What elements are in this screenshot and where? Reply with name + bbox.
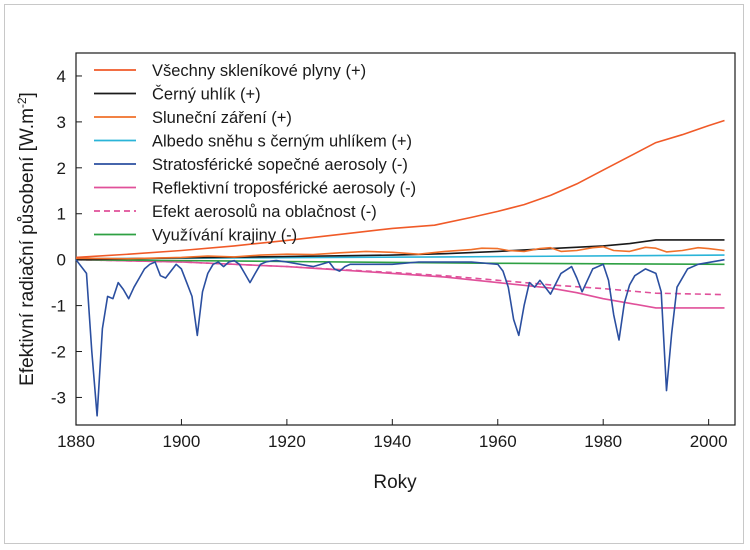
x-tick-label: 1920	[268, 432, 306, 451]
x-tick-label: 2000	[690, 432, 728, 451]
y-tick-label: -2	[51, 343, 66, 362]
legend-label: Reflektivní troposférické aerosoly (-)	[152, 180, 416, 198]
series-line-cerny-uhlik	[75, 239, 725, 261]
y-axis-title-main: Efektivní radiační působení [W.m	[17, 108, 38, 386]
legend-label: Všechny skleníkové plyny (+)	[152, 62, 366, 80]
x-axis-title: Roky	[373, 472, 417, 493]
y-axis-title-sup: -2	[15, 97, 29, 108]
legend-label: Využívání krajiny (-)	[152, 227, 297, 245]
y-tick-label: -3	[51, 388, 66, 407]
y-tick-label: 3	[57, 113, 66, 132]
series-line-slunecni-zareni	[75, 246, 725, 260]
series-lines	[75, 119, 725, 417]
y-tick-label: 1	[57, 205, 66, 224]
x-tick-label: 1960	[479, 432, 517, 451]
y-axis-title: Efektivní radiační působení [W.m-2]	[15, 92, 38, 386]
axis-ticks: 1880 1900 1920 1940 1960 1980 2000 4 3 2 1 0 -1 -2 -3	[51, 67, 728, 451]
x-tick-label: 1940	[373, 432, 411, 451]
series-line-vsechny-sklenikove-plyny	[75, 119, 725, 259]
legend-label: Sluneční záření (+)	[152, 109, 292, 127]
legend-label: Efekt aerosolů na oblačnost (-)	[152, 203, 377, 221]
x-tick-label: 1980	[584, 432, 622, 451]
y-tick-label: 2	[57, 159, 66, 178]
legend-label: Černý uhlík (+)	[152, 85, 261, 104]
x-tick-label: 1900	[163, 432, 201, 451]
y-tick-label: 0	[57, 251, 66, 270]
plot-area	[75, 52, 736, 426]
y-axis-title-end: ]	[17, 92, 38, 97]
y-tick-label: 4	[57, 67, 66, 86]
legend: Všechny skleníkové plyny (+) Černý uhlík …	[94, 62, 416, 245]
legend-label: Stratosférické sopečné aerosoly (-)	[152, 156, 408, 174]
y-tick-label: -1	[51, 297, 66, 316]
series-line-vyuzivani-krajiny	[75, 258, 725, 266]
x-tick-label: 1880	[57, 432, 95, 451]
series-line-stratosfericke-sopecne-aerosoly	[75, 258, 725, 417]
series-line-efekt-aerosolu-na-oblacnost	[75, 258, 725, 296]
legend-label: Albedo sněhu s černým uhlíkem (+)	[152, 133, 412, 151]
